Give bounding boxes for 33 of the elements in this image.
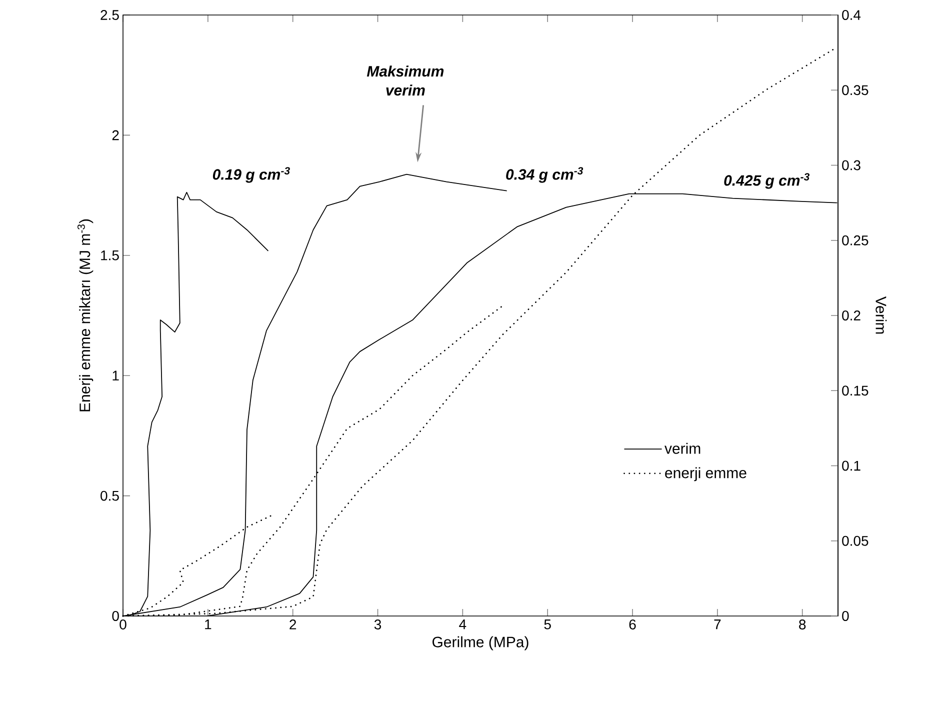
y-tick-label: 0.5: [100, 490, 119, 501]
y2-tick-label: 0.35: [842, 85, 868, 96]
y2-tick-label: 0.3: [842, 160, 860, 170]
y2-tick-label: 0.15: [842, 386, 868, 396]
x-tick-label: 5: [544, 620, 551, 630]
x-tick-label: 0: [120, 620, 126, 630]
y2-tick-label: 0.05: [842, 536, 868, 546]
legend-label: enerji emme: [665, 467, 746, 482]
y-axis-title: Enerji emme miktarı (MJ m$^{-3}$): [77, 219, 94, 412]
y-tick-label: 2.5: [100, 10, 119, 20]
y2-axis-title: Verim: [876, 296, 887, 334]
x-tick-label: 4: [459, 620, 466, 630]
legend-label: verim: [664, 442, 700, 454]
x-tick-label: 2: [290, 620, 296, 630]
y2-tick-label: 0: [842, 611, 849, 621]
x-tick-label: 1: [205, 620, 212, 630]
y2-tick-label: 0.1: [842, 460, 860, 471]
x-tick-label: 3: [374, 620, 382, 630]
y-tick-label: 0: [112, 611, 119, 621]
annotation: 0.19 g cm$^{-3}$: [212, 167, 290, 183]
x-axis-title: Gerilme (MPa): [432, 636, 528, 650]
y2-tick-label: 0.4: [842, 10, 861, 20]
x-tick-label: 7: [714, 620, 721, 630]
annotation: Maksimum verim: [366, 66, 444, 96]
y2-tick-label: 0.25: [842, 235, 868, 246]
y-tick-label: 2: [112, 130, 119, 140]
y-tick-label: 1: [112, 370, 119, 380]
y-tick-label: 1.5: [101, 250, 119, 260]
annotation: 0.34 g cm$^{-3}$: [506, 167, 584, 183]
x-tick-label: 6: [629, 620, 636, 630]
y2-tick-label: 0.2: [842, 310, 860, 320]
annotation: 0.425 g cm$^{-3}$: [724, 173, 810, 189]
x-tick-label: 8: [799, 620, 806, 630]
